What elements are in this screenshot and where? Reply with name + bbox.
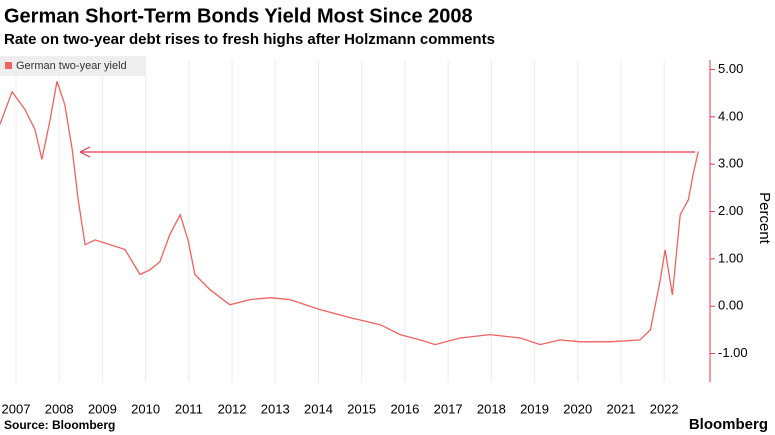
legend-label: German two-year yield [16,60,127,72]
x-tick-label: 2019 [520,401,549,416]
x-tick-label: 2020 [563,401,592,416]
brand: Bloomberg [689,416,768,433]
x-tick-label: 2009 [88,401,117,416]
x-tick-label: 2022 [650,401,679,416]
x-tick-label: 2021 [607,401,636,416]
legend-swatch [5,62,12,69]
y-tick-label: 5.00 [718,61,743,76]
y-tick-label: 1.00 [718,250,743,265]
x-tick-label: 2018 [477,401,506,416]
x-tick-label: 2008 [45,401,74,416]
arrow-head [79,146,91,158]
legend [0,56,146,76]
x-tick-label: 2011 [175,401,203,416]
chart-subtitle: Rate on two-year debt rises to fresh hig… [4,31,495,48]
x-tick-label: 2017 [434,401,463,416]
y-tick-label: 3.00 [718,156,743,171]
x-tick-label: 2012 [218,401,247,416]
y-tick-label: -1.00 [718,345,748,360]
y-tick-label: 0.00 [718,298,743,313]
source: Source: Bloomberg [4,418,115,432]
x-tick-label: 2013 [261,401,290,416]
y-axis-label: Percent [756,192,773,245]
y-tick-label: 4.00 [718,108,743,123]
x-tick-label: 2016 [390,401,419,416]
chart-title: German Short-Term Bonds Yield Most Since… [4,5,473,27]
x-tick-label: 2014 [304,401,333,416]
x-tick-label: 2007 [2,401,31,416]
line-series [0,81,699,346]
y-tick-label: 2.00 [718,203,743,218]
x-tick-label: 2010 [131,401,160,416]
x-tick-label: 2015 [347,401,376,416]
